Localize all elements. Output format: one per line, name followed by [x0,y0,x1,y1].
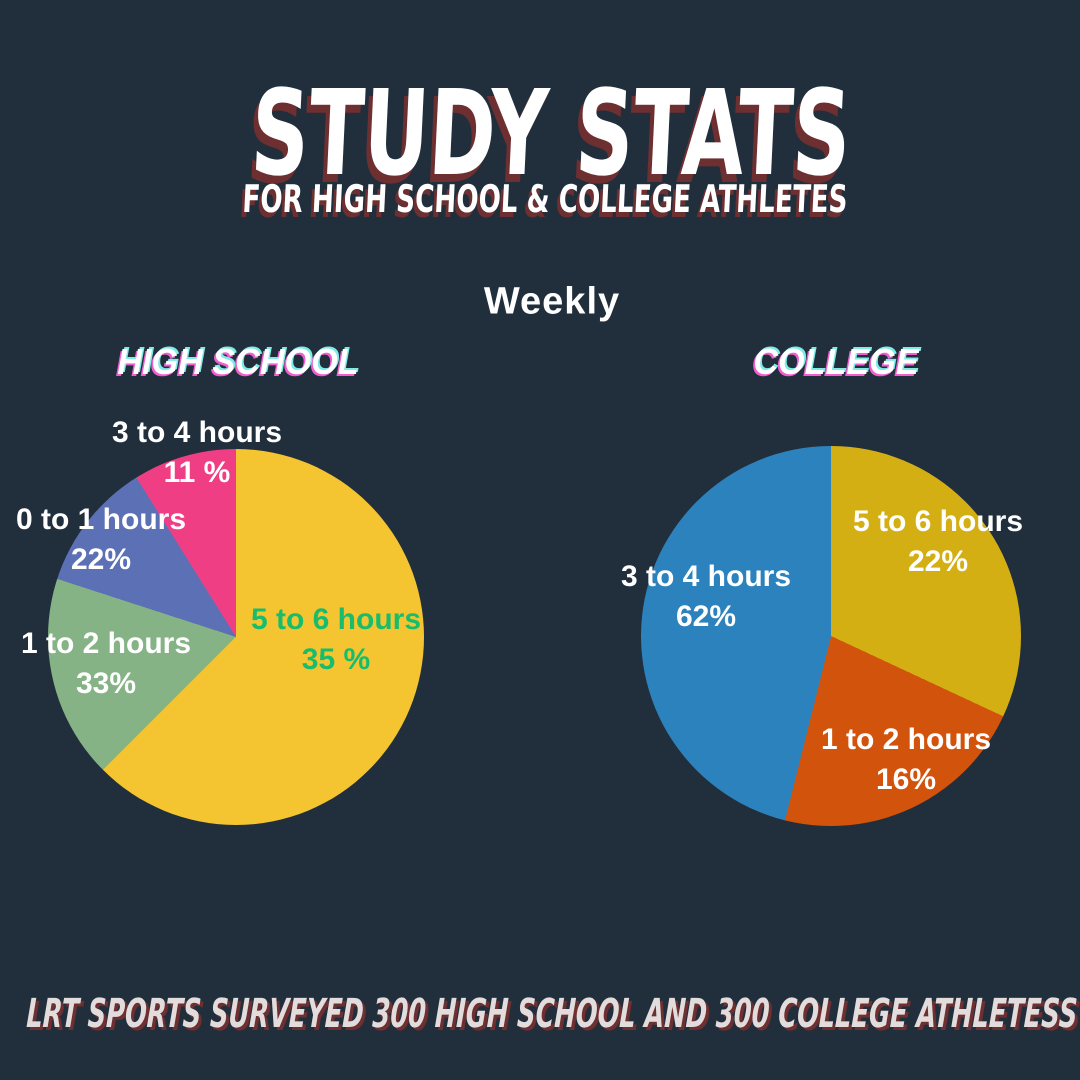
college-pie-chart [641,446,1021,826]
slice-label-text: 1 to 2 hours [20,627,192,660]
college-slice-label-1to2: 1 to 2 hours 16% [821,720,991,800]
hs-slice-label-3to4: 3 to 4 hours 11 % [112,413,282,493]
hs-slice-label-0to1: 0 to 1 hours 22% [16,500,186,580]
slice-label-text: 0 to 1 hours [15,503,187,536]
slice-pct-text: 35 % [301,643,371,676]
slice-pct-text: 16% [875,763,937,796]
slice-pct-text: 33% [75,667,137,700]
slice-pct-text: 22% [907,545,969,578]
hs-slice-label-5to6: 5 to 6 hours 35 % [251,600,421,680]
page-title: STUDY STATS [248,64,854,202]
slice-pct-text: 22% [70,543,132,576]
slice-label-text: 1 to 2 hours [820,723,992,756]
high-school-chart-title: HIGH SCHOOL [117,341,359,382]
slice-label-text: 3 to 4 hours [620,560,792,593]
college-slice-label-3to4: 3 to 4 hours 62% [621,557,791,637]
college-slice-label-5to6: 5 to 6 hours 22% [853,502,1023,582]
hs-slice-label-1to2: 1 to 2 hours 33% [21,624,191,704]
slice-pct-text: 11 % [163,456,231,489]
page-subtitle: FOR HIGH SCHOOL & COLLEGE ATHLETES [241,177,849,221]
footer-note: LRT SPORTS SURVEYED 300 HIGH SCHOOL AND … [25,991,1079,1037]
slice-label-text: 3 to 4 hours [111,416,283,449]
slice-pct-text: 62% [675,600,737,633]
college-chart-title: COLLEGE [753,341,919,382]
slice-label-text: 5 to 6 hours [852,505,1024,538]
weekly-section-label: Weekly [483,280,621,323]
slice-label-text: 5 to 6 hours [250,603,422,636]
high-school-pie-chart [48,449,424,825]
